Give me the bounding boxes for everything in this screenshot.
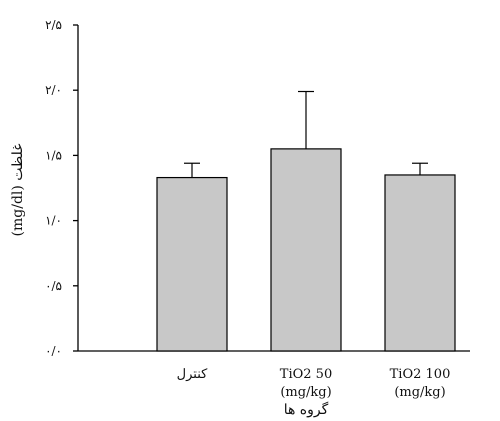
y-tick-label: ۲/۵ xyxy=(45,18,62,32)
x-tick-label: (mg/kg) xyxy=(280,385,331,400)
y-tick-label: ۲/۰ xyxy=(45,83,62,97)
x-axis-title: گروه ها xyxy=(284,401,329,418)
y-axis-title: غلظت (mg/dl) xyxy=(10,144,26,237)
y-tick-label: ۰/۰ xyxy=(45,344,62,358)
x-tick-label: TiO2 50 xyxy=(280,367,332,382)
y-tick-label: ۰/۵ xyxy=(45,279,62,293)
error-bars xyxy=(184,90,428,178)
x-tick-label: TiO2 100 xyxy=(390,367,451,382)
y-axis: ۰/۰ ۰/۵ ۱/۰ ۱/۵ ۲/۰ ۲/۵ xyxy=(45,18,79,358)
y-tick-label: ۱/۰ xyxy=(45,214,62,228)
y-tick-label: ۱/۵ xyxy=(45,148,62,162)
bar-1 xyxy=(156,176,228,352)
bar-2 xyxy=(270,148,342,352)
bars xyxy=(156,148,456,352)
x-tick-label: (mg/kg) xyxy=(394,385,445,400)
bar-3 xyxy=(384,174,456,352)
x-tick-label: کنترل xyxy=(177,367,208,382)
x-tick-labels: کنترل TiO2 50 (mg/kg) TiO2 100 (mg/kg) xyxy=(177,367,451,400)
